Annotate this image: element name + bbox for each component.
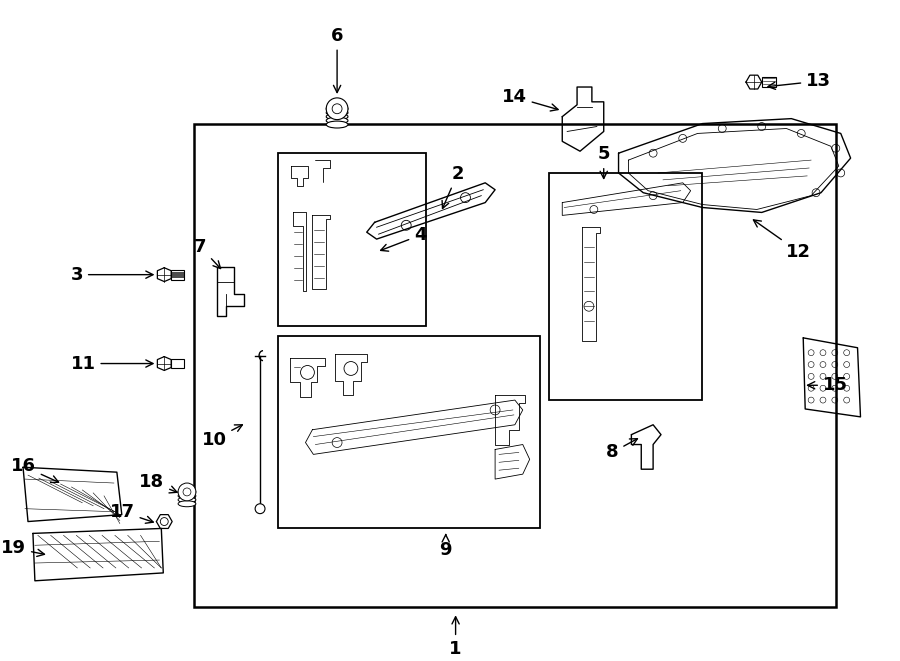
Text: 2: 2 [442,165,464,208]
Ellipse shape [326,121,348,128]
Ellipse shape [326,105,348,112]
Text: 8: 8 [606,439,637,461]
Text: 18: 18 [140,473,177,493]
Bar [761,77,776,87]
Bar [171,270,184,280]
Bar [171,359,184,368]
Text: 13: 13 [768,72,832,90]
Circle shape [255,504,265,514]
Ellipse shape [178,489,196,495]
Text: 16: 16 [11,457,58,483]
Ellipse shape [178,501,196,507]
Ellipse shape [178,497,196,503]
Bar [549,173,703,400]
Text: 1: 1 [449,617,462,658]
Text: 14: 14 [501,88,558,111]
Bar [278,336,539,528]
Text: 7: 7 [194,238,220,268]
Text: 10: 10 [202,425,242,449]
Ellipse shape [326,113,348,120]
Ellipse shape [326,109,348,116]
Circle shape [332,104,342,114]
Bar [278,153,426,326]
Circle shape [178,483,196,501]
Text: 11: 11 [70,354,153,373]
Text: 3: 3 [70,266,153,284]
Circle shape [183,488,191,496]
Text: 4: 4 [381,226,427,251]
Ellipse shape [326,117,348,124]
Text: 9: 9 [439,535,452,559]
Text: 5: 5 [598,145,610,178]
Text: 17: 17 [110,502,153,524]
Bar [194,124,836,607]
Text: 19: 19 [1,539,44,557]
Text: 6: 6 [331,26,343,93]
Text: 15: 15 [807,376,848,394]
Circle shape [326,98,348,120]
Ellipse shape [178,493,196,499]
Text: 12: 12 [753,220,812,261]
